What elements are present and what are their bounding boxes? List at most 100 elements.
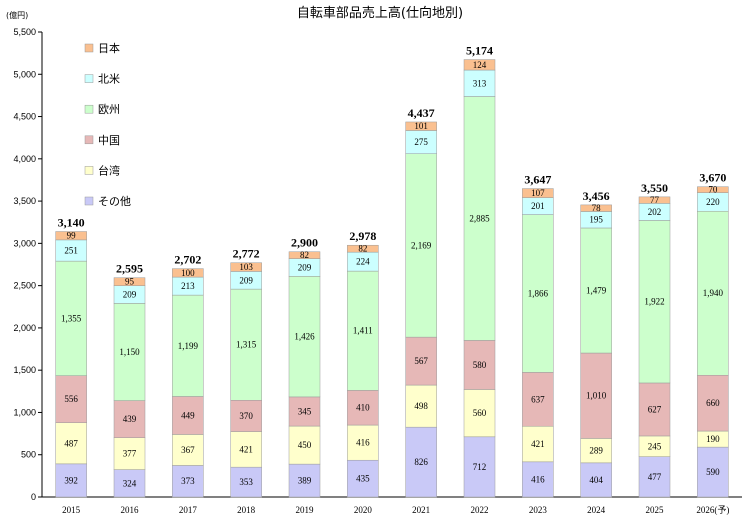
legend-swatch — [84, 166, 94, 175]
bar-segment — [113, 400, 146, 438]
bar-segment — [113, 303, 146, 401]
segment-value-label: 202 — [648, 207, 662, 217]
segment-value-label: 373 — [181, 476, 195, 486]
segment-value-label: 435 — [356, 474, 370, 484]
segment-value-label: 421 — [531, 439, 545, 449]
bar-segment — [288, 276, 321, 398]
bar-segment — [463, 340, 496, 390]
bar-segment — [522, 425, 554, 463]
segment-value-label: 1,411 — [353, 326, 373, 336]
y-tick-label: 2,000 — [13, 323, 36, 333]
segment-value-label: 1,199 — [178, 341, 199, 351]
segment-value-label: 190 — [706, 434, 720, 444]
segment-value-label: 245 — [648, 441, 662, 451]
legend-swatch — [84, 135, 94, 145]
bar-segment — [347, 270, 379, 391]
segment-value-label: 392 — [64, 475, 78, 485]
y-tick-label: 4,500 — [13, 112, 36, 122]
bar-segment — [405, 384, 437, 428]
segment-value-label: 826 — [414, 457, 428, 467]
segment-value-label: 487 — [64, 438, 78, 448]
segment-value-label: 404 — [589, 475, 603, 485]
segment-value-label: 70 — [708, 185, 718, 195]
bar-segment — [522, 461, 554, 498]
bar-segment — [463, 59, 496, 71]
bar-total-label: 3,456 — [583, 189, 610, 203]
segment-value-label: 195 — [589, 215, 603, 225]
bar-segment — [405, 153, 437, 338]
segment-value-label: 78 — [592, 203, 602, 213]
bar-segment — [230, 431, 262, 468]
bar-segment — [522, 214, 554, 373]
legend-label: その他 — [98, 195, 131, 208]
bar-segment — [580, 438, 612, 464]
segment-value-label: 367 — [181, 445, 195, 455]
x-tick-label: 2018 — [237, 505, 256, 515]
x-tick-label: 2015 — [62, 505, 81, 515]
bar-segment — [463, 436, 496, 498]
segment-value-label: 1,426 — [294, 332, 315, 342]
segment-value-label: 556 — [64, 394, 78, 404]
segment-value-label: 213 — [181, 281, 195, 291]
x-tick-label: 2017 — [179, 505, 198, 515]
segment-value-label: 1,010 — [586, 391, 607, 401]
segment-value-label: 107 — [531, 188, 545, 198]
segment-value-label: 449 — [181, 410, 195, 420]
segment-value-label: 209 — [298, 263, 312, 273]
y-tick-label: 500 — [21, 450, 36, 460]
segment-value-label: 1,922 — [644, 297, 664, 307]
y-tick-label: 2,500 — [13, 281, 36, 291]
x-tick-label: 2016 — [121, 505, 140, 515]
axes: 0 500 1,000 1,500 2,000 2,500 3,000 3,500 4,000 4… — [13, 27, 742, 502]
segment-value-label: 77 — [650, 195, 660, 205]
segment-value-label: 410 — [356, 403, 370, 413]
segment-value-label: 275 — [414, 137, 428, 147]
segment-value-label: 439 — [123, 414, 137, 424]
segment-value-label: 560 — [473, 408, 487, 418]
bar-total-label: 3,140 — [58, 216, 85, 230]
bar-total-label: 3,670 — [699, 171, 726, 185]
bar-total-label: 2,900 — [291, 236, 318, 250]
segment-value-label: 377 — [123, 449, 137, 459]
y-tick-label: 1,500 — [13, 365, 36, 375]
segment-value-label: 637 — [531, 394, 545, 404]
segment-value-label: 353 — [239, 477, 253, 487]
segment-value-label: 100 — [181, 268, 195, 278]
bar-segment — [638, 382, 671, 437]
bar-segment — [405, 426, 437, 498]
segment-value-label: 421 — [239, 444, 253, 454]
x-tick-label: 2022 — [471, 505, 489, 515]
segment-value-label: 82 — [300, 250, 309, 260]
segment-value-label: 313 — [473, 78, 487, 88]
bar-segment — [288, 396, 321, 427]
bar-total-label: 2,772 — [233, 247, 260, 261]
bar-total-label: 2,595 — [116, 262, 143, 276]
y-tick-label: 5,000 — [13, 69, 36, 79]
bar-total-label: 3,647 — [524, 173, 551, 187]
segment-value-label: 209 — [239, 275, 253, 285]
bar-total-label: 2,978 — [349, 229, 376, 243]
segment-value-label: 1,866 — [528, 288, 549, 298]
bar-segment — [697, 446, 729, 498]
y-tick-label: 4,000 — [13, 154, 36, 164]
bar-segment — [55, 260, 87, 376]
segment-value-label: 1,150 — [119, 347, 140, 357]
x-tick-label: 2023 — [529, 505, 548, 515]
x-tick-label: 2024 — [587, 505, 606, 515]
bar-segment — [172, 465, 204, 498]
bar-segment — [638, 456, 671, 498]
chart-title: 自転車部品売上高(仕向地別) — [297, 5, 463, 21]
x-tick-label: 2021 — [412, 505, 430, 515]
x-tick-label: 2026(予) — [696, 505, 729, 515]
segment-value-label: 416 — [531, 474, 545, 484]
bar-total-label: 5,174 — [466, 44, 493, 58]
legend-label: 欧州 — [98, 103, 120, 116]
segment-value-label: 124 — [473, 60, 487, 70]
y-axis-unit: (億円) — [6, 10, 28, 20]
bar-segment — [405, 336, 437, 386]
bar-segment — [580, 462, 612, 498]
y-tick-label: 1,000 — [13, 407, 36, 417]
legend-swatch — [84, 196, 94, 206]
bar-segment — [347, 459, 379, 498]
